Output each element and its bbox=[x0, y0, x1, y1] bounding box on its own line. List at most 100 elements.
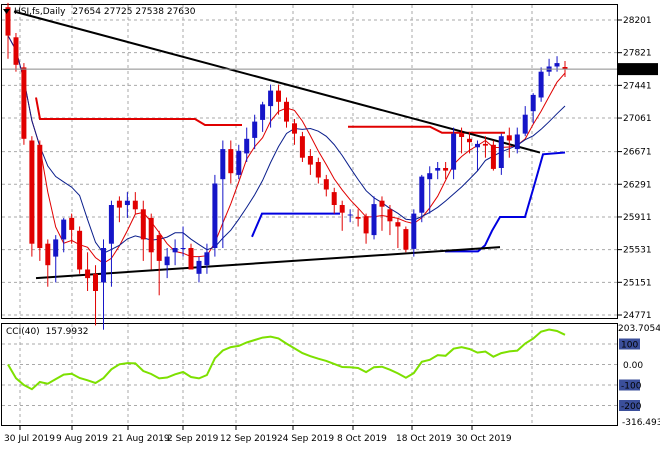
candle-body bbox=[236, 150, 242, 175]
date-tick-label: 12 Sep 2019 bbox=[220, 434, 277, 444]
price-tick-label: 27821 bbox=[623, 49, 652, 59]
chart-symbol-header: HSI,fs,Daily 27654 27725 27538 27630 bbox=[14, 7, 196, 17]
candle-body bbox=[244, 138, 250, 154]
candle-body bbox=[116, 200, 122, 208]
date-tick-label: 18 Oct 2019 bbox=[396, 434, 452, 444]
cci-line bbox=[7, 328, 566, 391]
candle-body bbox=[124, 200, 130, 205]
candle-body bbox=[260, 104, 266, 120]
candle-body bbox=[514, 134, 520, 150]
current-price-label: 27630 bbox=[622, 66, 651, 76]
candle-body bbox=[347, 214, 353, 216]
price-tick-label: 25151 bbox=[623, 278, 652, 288]
candle-body bbox=[419, 176, 425, 213]
candle-body bbox=[212, 183, 218, 248]
candle-body bbox=[204, 252, 210, 266]
candle-body bbox=[411, 213, 417, 249]
candle-body bbox=[427, 173, 433, 180]
candle-body bbox=[562, 67, 568, 70]
cci-panel-frame bbox=[1, 323, 618, 426]
stepline-blue-lower bbox=[251, 212, 340, 238]
candle-body bbox=[403, 229, 409, 250]
date-tick-label: 30 Jul 2019 bbox=[4, 434, 55, 444]
price-tick-label: 24771 bbox=[623, 311, 652, 321]
cci-level-label: 0.00 bbox=[623, 361, 643, 371]
candle-body bbox=[13, 37, 19, 65]
candle-body bbox=[61, 219, 67, 240]
date-tick-label: 30 Oct 2019 bbox=[456, 434, 512, 444]
price-tick-label: 25911 bbox=[623, 213, 652, 223]
candle-body bbox=[252, 121, 258, 138]
cci-level-box bbox=[619, 379, 640, 391]
cci-series bbox=[7, 328, 566, 391]
candle-body bbox=[451, 133, 457, 170]
candle-body bbox=[21, 67, 27, 139]
date-tick-label: 9 Aug 2019 bbox=[56, 434, 108, 444]
cci-level-label: -100 bbox=[621, 382, 642, 392]
candle-body bbox=[475, 143, 480, 148]
grid-lines bbox=[2, 5, 617, 425]
candle-body bbox=[268, 90, 274, 107]
collapse-arrow-icon[interactable] bbox=[3, 9, 10, 14]
candle-body bbox=[77, 230, 83, 270]
candle-body bbox=[522, 114, 528, 134]
date-tick-label: 21 Aug 2019 bbox=[112, 434, 170, 444]
date-tick-label: 24 Sep 2019 bbox=[277, 434, 334, 444]
cci-level-label: 100 bbox=[621, 341, 638, 351]
candle-body bbox=[363, 216, 369, 234]
axes: 28201 27821 27441 27061 26671 26291 25911 25531… bbox=[2, 16, 660, 444]
candle-body bbox=[467, 138, 472, 143]
candle-body bbox=[554, 63, 560, 67]
stepline-red-lower bbox=[348, 125, 505, 134]
current-price-box bbox=[618, 63, 658, 76]
candle-body bbox=[108, 205, 114, 244]
candle-body bbox=[530, 94, 536, 112]
candle-body bbox=[220, 149, 226, 180]
candle-body bbox=[172, 248, 178, 253]
candle-body bbox=[53, 239, 59, 257]
candle-body bbox=[45, 243, 51, 266]
cci-level-box bbox=[619, 338, 640, 350]
candle-body bbox=[101, 248, 106, 283]
candle-body bbox=[196, 260, 202, 274]
price-tick-label: 28201 bbox=[623, 16, 652, 26]
trendline-descending bbox=[13, 10, 541, 154]
candle-body bbox=[435, 168, 441, 171]
price-tick-label: 25531 bbox=[623, 246, 652, 256]
candle-body bbox=[355, 217, 361, 219]
candle-body bbox=[37, 144, 43, 248]
price-tick-label: 26291 bbox=[623, 180, 652, 190]
stepline-red-upper bbox=[35, 97, 242, 126]
cci-bottom-label: -316.4930 bbox=[622, 418, 660, 428]
candle-body bbox=[538, 71, 544, 98]
candle-body bbox=[490, 144, 496, 169]
candle-body bbox=[307, 156, 313, 165]
candle-body bbox=[459, 133, 465, 137]
date-tick-label: 2 Sep 2019 bbox=[167, 434, 219, 444]
moving-average-slow bbox=[7, 35, 566, 254]
candle-body bbox=[339, 205, 345, 213]
candle-body bbox=[395, 222, 401, 227]
chart-title: HSI,fs,Daily bbox=[14, 7, 66, 17]
candle-body bbox=[284, 101, 289, 122]
cci-level-box bbox=[619, 400, 640, 411]
candle-body bbox=[93, 273, 98, 291]
candle-body bbox=[506, 135, 512, 141]
candle-body bbox=[164, 256, 170, 266]
candle-body bbox=[5, 7, 11, 36]
price-tick-label: 27061 bbox=[623, 114, 652, 124]
candle-body bbox=[276, 90, 281, 102]
candle-body bbox=[315, 162, 321, 178]
cci-value: 157.9932 bbox=[46, 327, 89, 337]
candle-body bbox=[148, 217, 154, 253]
date-tick-label: 8 Oct 2019 bbox=[337, 434, 387, 444]
candle-body bbox=[156, 235, 162, 261]
cci-level-label: -200 bbox=[621, 402, 642, 412]
candle-body bbox=[482, 143, 488, 146]
candle-body bbox=[387, 209, 393, 222]
main-panel-frame bbox=[1, 4, 618, 319]
candle-body bbox=[299, 136, 305, 158]
price-tick-label: 26671 bbox=[623, 148, 652, 158]
